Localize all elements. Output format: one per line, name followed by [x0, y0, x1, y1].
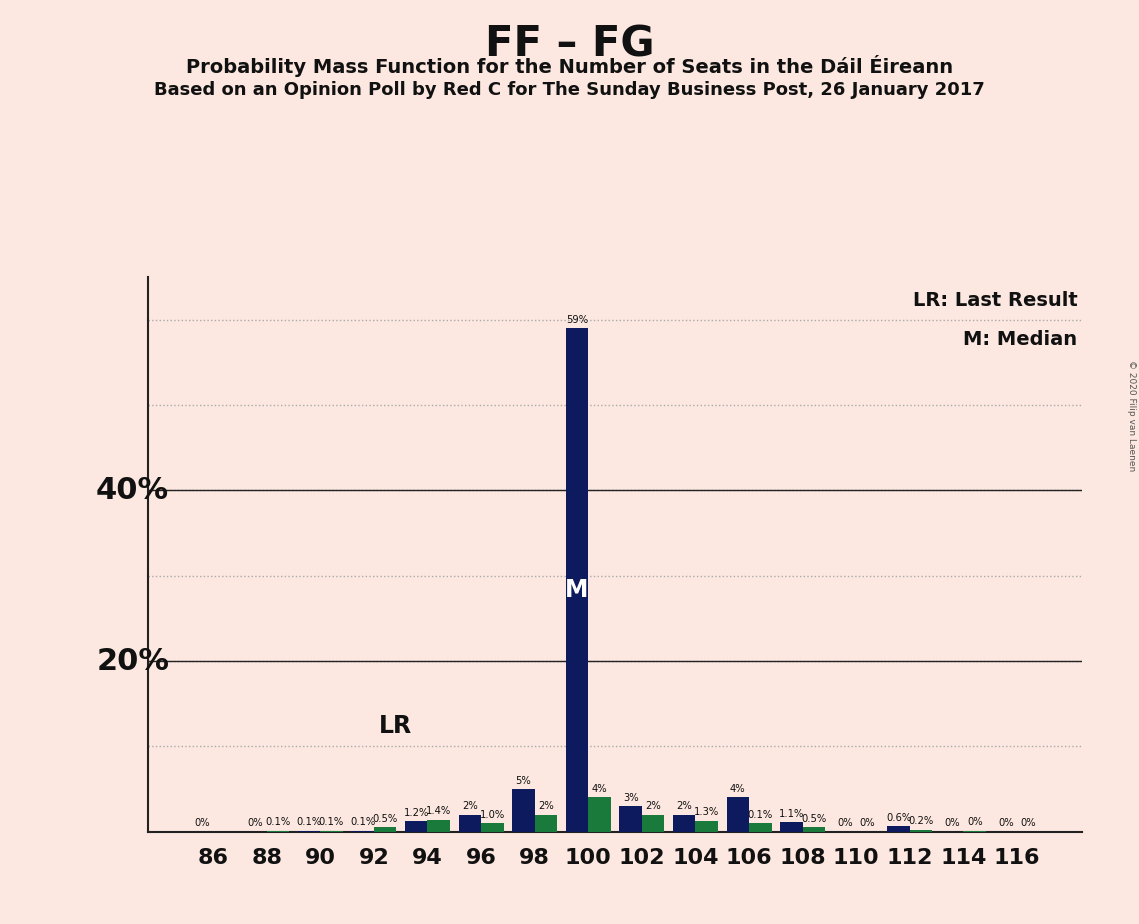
Bar — [513, 789, 534, 832]
Bar — [374, 827, 396, 832]
Text: 4%: 4% — [730, 784, 746, 794]
Text: 1.3%: 1.3% — [694, 807, 720, 817]
Bar — [887, 826, 910, 832]
Text: 40%: 40% — [96, 476, 170, 505]
Text: 0.1%: 0.1% — [296, 818, 321, 827]
Text: 1.0%: 1.0% — [480, 809, 505, 820]
Text: M: Median: M: Median — [964, 330, 1077, 349]
Text: © 2020 Filip van Laenen: © 2020 Filip van Laenen — [1126, 360, 1136, 471]
Text: 2%: 2% — [538, 801, 554, 811]
Text: 3%: 3% — [623, 793, 639, 803]
Text: 0%: 0% — [944, 818, 960, 828]
Text: 1.1%: 1.1% — [779, 808, 804, 819]
Bar — [620, 806, 642, 832]
Text: LR: Last Result: LR: Last Result — [912, 291, 1077, 310]
Bar — [481, 823, 503, 832]
Bar — [588, 797, 611, 832]
Bar — [727, 797, 749, 832]
Text: 4%: 4% — [591, 784, 607, 794]
Text: LR: LR — [379, 713, 412, 737]
Text: 0%: 0% — [967, 818, 983, 827]
Bar — [749, 823, 771, 832]
Bar — [566, 328, 588, 832]
Text: 1.4%: 1.4% — [426, 807, 451, 816]
Text: 0%: 0% — [247, 818, 263, 828]
Text: Probability Mass Function for the Number of Seats in the Dáil Éireann: Probability Mass Function for the Number… — [186, 55, 953, 78]
Bar — [405, 821, 427, 832]
Text: 0%: 0% — [998, 818, 1014, 828]
Text: M: M — [565, 578, 589, 602]
Bar — [427, 820, 450, 832]
Text: 20%: 20% — [96, 647, 169, 675]
Text: 0%: 0% — [860, 818, 876, 828]
Text: 0.1%: 0.1% — [350, 818, 375, 827]
Text: 0.2%: 0.2% — [909, 817, 934, 826]
Bar — [910, 830, 933, 832]
Bar — [534, 815, 557, 832]
Bar — [642, 815, 664, 832]
Text: 0.5%: 0.5% — [372, 814, 398, 824]
Text: 2%: 2% — [677, 801, 693, 811]
Bar — [673, 815, 696, 832]
Text: 0.1%: 0.1% — [265, 818, 290, 827]
Text: 0%: 0% — [1021, 818, 1036, 828]
Bar — [803, 827, 825, 832]
Text: Based on an Opinion Poll by Red C for The Sunday Business Post, 26 January 2017: Based on an Opinion Poll by Red C for Th… — [154, 81, 985, 99]
Text: 0.1%: 0.1% — [319, 818, 344, 827]
Bar — [696, 821, 718, 832]
Text: 5%: 5% — [516, 775, 531, 785]
Bar — [780, 822, 803, 832]
Text: FF – FG: FF – FG — [485, 23, 654, 65]
Bar — [459, 815, 481, 832]
Text: 0.1%: 0.1% — [747, 809, 773, 820]
Text: 0.6%: 0.6% — [886, 813, 911, 823]
Text: 0%: 0% — [837, 818, 853, 828]
Text: 1.2%: 1.2% — [403, 808, 429, 818]
Text: 2%: 2% — [462, 801, 477, 811]
Text: 0.5%: 0.5% — [802, 814, 827, 824]
Text: 2%: 2% — [645, 801, 661, 811]
Text: 59%: 59% — [566, 315, 588, 325]
Text: 0%: 0% — [194, 818, 210, 828]
